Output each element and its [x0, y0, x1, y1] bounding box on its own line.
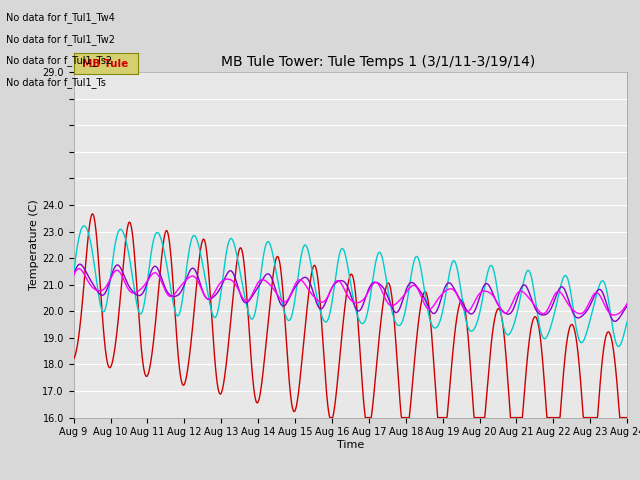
- Y-axis label: Temperature (C): Temperature (C): [29, 199, 40, 290]
- Text: No data for f_Tul1_Tw4: No data for f_Tul1_Tw4: [6, 12, 115, 23]
- Title: MB Tule Tower: Tule Temps 1 (3/1/11-3/19/14): MB Tule Tower: Tule Temps 1 (3/1/11-3/19…: [221, 56, 535, 70]
- X-axis label: Time: Time: [337, 440, 364, 450]
- Text: No data for f_Tul1_Ts2: No data for f_Tul1_Ts2: [6, 55, 113, 66]
- Text: No data for f_Tul1_Tw2: No data for f_Tul1_Tw2: [6, 34, 115, 45]
- Text: No data for f_Tul1_Ts: No data for f_Tul1_Ts: [6, 77, 106, 88]
- Text: MB Tule: MB Tule: [83, 59, 129, 69]
